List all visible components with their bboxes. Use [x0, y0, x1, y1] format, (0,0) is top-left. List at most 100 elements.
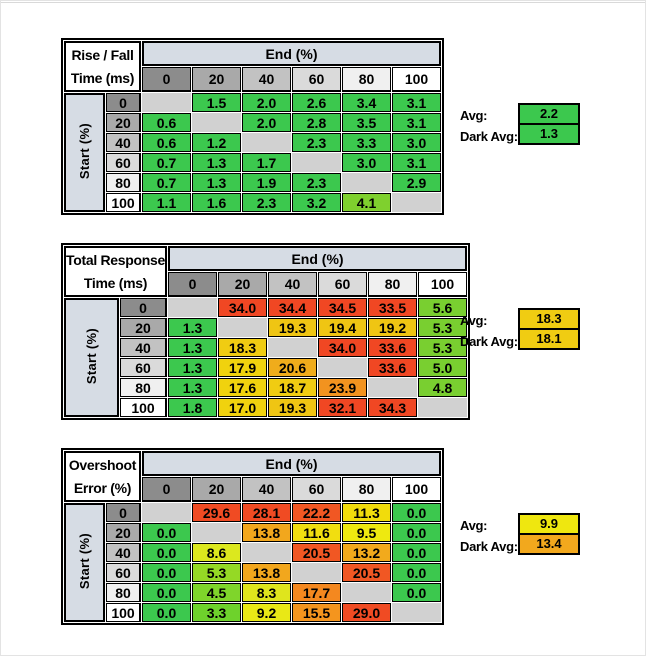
start-row-header[interactable]: 20 [120, 318, 168, 337]
start-row-header[interactable]: 60 [120, 358, 168, 377]
data-cell[interactable]: 1.5 [192, 93, 241, 112]
end-col-header[interactable]: 0 [142, 477, 191, 502]
data-cell[interactable]: 2.9 [392, 173, 441, 192]
data-cell[interactable]: 0.7 [142, 173, 191, 192]
blank-cell[interactable] [418, 398, 468, 417]
dark-avg-value-box[interactable]: 18.1 [520, 328, 578, 348]
blank-cell[interactable] [292, 153, 341, 172]
start-row-header[interactable]: 0 [120, 298, 168, 317]
data-cell[interactable]: 3.5 [342, 113, 391, 132]
blank-cell[interactable] [242, 133, 291, 152]
data-cell[interactable]: 22.2 [292, 503, 341, 522]
end-col-header[interactable]: 100 [418, 272, 468, 297]
blank-cell[interactable] [242, 543, 291, 562]
data-cell[interactable]: 2.3 [292, 173, 341, 192]
data-cell[interactable]: 1.9 [242, 173, 291, 192]
data-cell[interactable]: 34.4 [268, 298, 318, 317]
data-cell[interactable]: 19.3 [268, 398, 318, 417]
data-cell[interactable]: 29.6 [192, 503, 241, 522]
data-cell[interactable]: 5.6 [418, 298, 468, 317]
table-title[interactable]: Rise / Fall Time (ms) [64, 41, 141, 92]
dark-avg-value-box[interactable]: 13.4 [520, 533, 578, 553]
end-axis-header[interactable]: End (%) [168, 246, 468, 271]
data-cell[interactable]: 5.3 [418, 338, 468, 357]
avg-value-box[interactable]: 9.9 [520, 515, 578, 533]
end-col-header[interactable]: 40 [242, 67, 291, 92]
data-cell[interactable]: 3.1 [392, 153, 441, 172]
blank-cell[interactable] [342, 583, 391, 602]
data-cell[interactable]: 18.7 [268, 378, 318, 397]
data-cell[interactable]: 2.3 [242, 193, 291, 212]
blank-cell[interactable] [192, 523, 241, 542]
data-cell[interactable]: 17.6 [218, 378, 268, 397]
data-cell[interactable]: 1.6 [192, 193, 241, 212]
data-cell[interactable]: 0.0 [392, 523, 441, 542]
data-cell[interactable]: 3.2 [292, 193, 341, 212]
end-col-header[interactable]: 40 [242, 477, 291, 502]
data-cell[interactable]: 2.0 [242, 113, 291, 132]
data-cell[interactable]: 15.5 [292, 603, 341, 622]
data-cell[interactable]: 11.6 [292, 523, 341, 542]
start-row-header[interactable]: 80 [106, 583, 141, 602]
data-cell[interactable]: 1.2 [192, 133, 241, 152]
blank-cell[interactable] [218, 318, 268, 337]
data-cell[interactable]: 3.3 [192, 603, 241, 622]
end-col-header[interactable]: 100 [392, 477, 441, 502]
start-row-header[interactable]: 40 [120, 338, 168, 357]
data-cell[interactable]: 23.9 [318, 378, 368, 397]
data-cell[interactable]: 2.8 [292, 113, 341, 132]
table-title[interactable]: Total Response Time (ms) [64, 246, 168, 297]
start-row-header[interactable]: 60 [106, 563, 141, 582]
data-cell[interactable]: 0.6 [142, 133, 191, 152]
data-cell[interactable]: 20.6 [268, 358, 318, 377]
data-cell[interactable]: 19.4 [318, 318, 368, 337]
data-cell[interactable]: 9.2 [242, 603, 291, 622]
data-cell[interactable]: 5.0 [418, 358, 468, 377]
blank-cell[interactable] [392, 193, 441, 212]
data-cell[interactable]: 20.5 [292, 543, 341, 562]
data-cell[interactable]: 34.5 [318, 298, 368, 317]
data-cell[interactable]: 3.1 [392, 113, 441, 132]
end-col-header[interactable]: 60 [318, 272, 368, 297]
data-cell[interactable]: 13.2 [342, 543, 391, 562]
data-cell[interactable]: 1.1 [142, 193, 191, 212]
blank-cell[interactable] [268, 338, 318, 357]
data-cell[interactable]: 33.5 [368, 298, 418, 317]
data-cell[interactable]: 9.5 [342, 523, 391, 542]
start-row-header[interactable]: 80 [106, 173, 141, 192]
data-cell[interactable]: 4.1 [342, 193, 391, 212]
blank-cell[interactable] [342, 173, 391, 192]
data-cell[interactable]: 0.6 [142, 113, 191, 132]
data-cell[interactable]: 34.3 [368, 398, 418, 417]
end-axis-header[interactable]: End (%) [142, 41, 441, 66]
avg-label[interactable]: Avg: [460, 518, 488, 533]
end-col-header[interactable]: 60 [292, 67, 341, 92]
end-col-header[interactable]: 80 [342, 67, 391, 92]
data-cell[interactable]: 28.1 [242, 503, 291, 522]
start-row-header[interactable]: 40 [106, 133, 141, 152]
data-cell[interactable]: 17.7 [292, 583, 341, 602]
data-cell[interactable]: 1.3 [192, 153, 241, 172]
data-cell[interactable]: 1.3 [168, 358, 218, 377]
avg-value-box[interactable]: 2.2 [520, 105, 578, 123]
data-cell[interactable]: 0.0 [142, 523, 191, 542]
end-col-header[interactable]: 20 [218, 272, 268, 297]
data-cell[interactable]: 5.3 [418, 318, 468, 337]
start-row-header[interactable]: 40 [106, 543, 141, 562]
data-cell[interactable]: 5.3 [192, 563, 241, 582]
data-cell[interactable]: 1.3 [168, 378, 218, 397]
start-row-header[interactable]: 20 [106, 113, 141, 132]
data-cell[interactable]: 2.6 [292, 93, 341, 112]
data-cell[interactable]: 3.0 [342, 153, 391, 172]
end-col-header[interactable]: 60 [292, 477, 341, 502]
end-col-header[interactable]: 0 [168, 272, 218, 297]
start-row-header[interactable]: 60 [106, 153, 141, 172]
data-cell[interactable]: 0.0 [392, 543, 441, 562]
data-cell[interactable]: 13.8 [242, 563, 291, 582]
avg-value-box[interactable]: 18.3 [520, 310, 578, 328]
data-cell[interactable]: 19.2 [368, 318, 418, 337]
blank-cell[interactable] [142, 503, 191, 522]
data-cell[interactable]: 0.7 [142, 153, 191, 172]
avg-label[interactable]: Avg: [460, 313, 488, 328]
data-cell[interactable]: 0.0 [392, 503, 441, 522]
